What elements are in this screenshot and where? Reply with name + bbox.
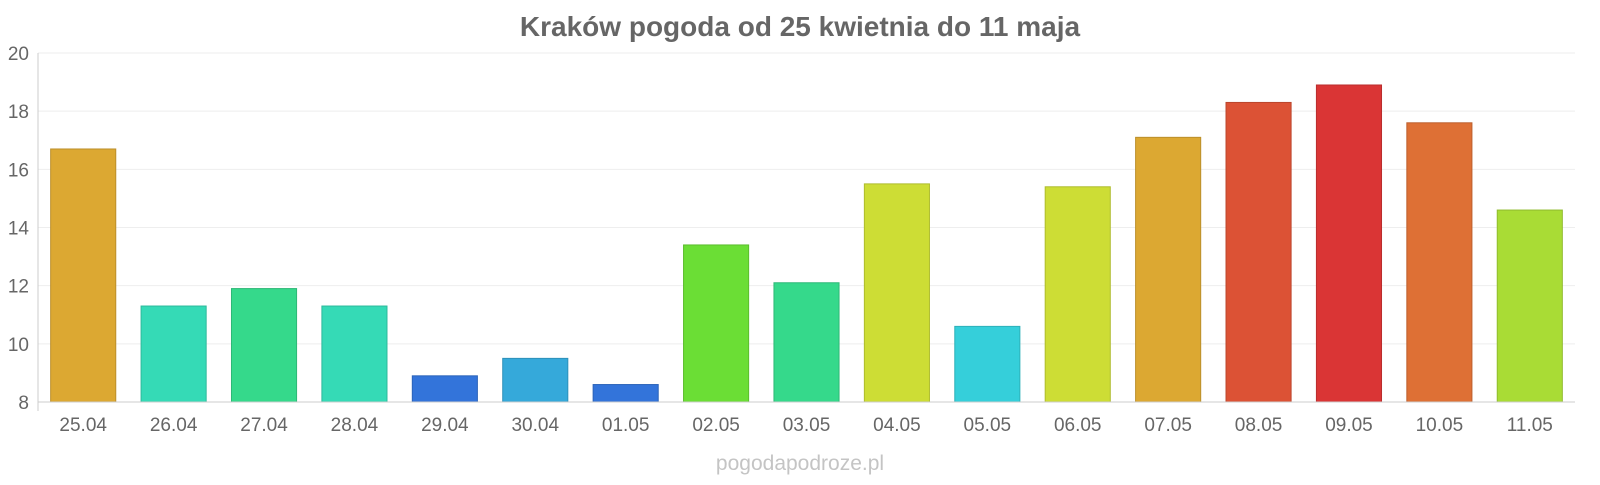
y-tick-label: 10 <box>8 335 29 356</box>
bar-26.04 <box>140 305 207 403</box>
y-tick-label: 14 <box>8 219 30 240</box>
bar-11.05 <box>1496 209 1563 403</box>
x-tick-label: 03.05 <box>783 415 831 436</box>
x-tick-label: 25.04 <box>59 415 107 436</box>
axes <box>37 53 1575 411</box>
bar-28.04 <box>321 305 388 403</box>
x-tick-label: 08.05 <box>1235 415 1283 436</box>
x-tick-label: 01.05 <box>602 415 650 436</box>
bar-25.04 <box>50 148 117 403</box>
y-tick-label: 8 <box>18 393 29 414</box>
y-tick-label: 16 <box>8 160 29 181</box>
y-tick-label: 18 <box>8 102 29 123</box>
chart-title: Kraków pogoda od 25 kwietnia do 11 maja <box>520 11 1081 42</box>
x-tick-label: 06.05 <box>1054 415 1102 436</box>
x-tick-label: 07.05 <box>1144 415 1192 436</box>
bar-27.04 <box>230 288 298 403</box>
x-tick-label: 11.05 <box>1507 415 1553 436</box>
x-tick-label: 04.05 <box>873 415 921 436</box>
x-tick-label: 27.04 <box>240 415 288 436</box>
y-tick-label: 12 <box>8 277 29 298</box>
x-tick-label: 05.05 <box>964 415 1012 436</box>
bar-02.05 <box>683 244 750 403</box>
x-tick-label: 28.04 <box>331 415 379 436</box>
bar-06.05 <box>1044 186 1111 403</box>
bar-01.05 <box>592 384 659 403</box>
source-credit: pogodapodroze.pl <box>716 452 884 475</box>
bars <box>50 84 1563 403</box>
bar-07.05 <box>1135 136 1202 403</box>
bar-05.05 <box>954 325 1021 403</box>
bar-04.05 <box>863 183 930 403</box>
x-tick-labels: 25.04 26.04 27.04 28.04 29.04 30.04 01.05 02.05… <box>59 415 1552 436</box>
x-tick-label: 30.04 <box>511 415 559 436</box>
y-tick-label: 20 <box>8 44 29 65</box>
x-tick-label: 10.05 <box>1416 415 1464 436</box>
x-tick-label: 09.05 <box>1325 415 1373 436</box>
x-tick-label: 02.05 <box>692 415 740 436</box>
x-tick-label: 29.04 <box>421 415 469 436</box>
bar-09.05 <box>1315 84 1383 403</box>
bar-10.05 <box>1406 122 1473 403</box>
bar-29.04 <box>411 375 478 403</box>
bar-30.04 <box>502 357 569 403</box>
y-tick-labels: 8 10 12 14 16 18 20 <box>8 44 30 414</box>
x-tick-label: 26.04 <box>150 415 198 436</box>
bar-03.05 <box>773 282 840 403</box>
bar-08.05 <box>1225 101 1292 403</box>
